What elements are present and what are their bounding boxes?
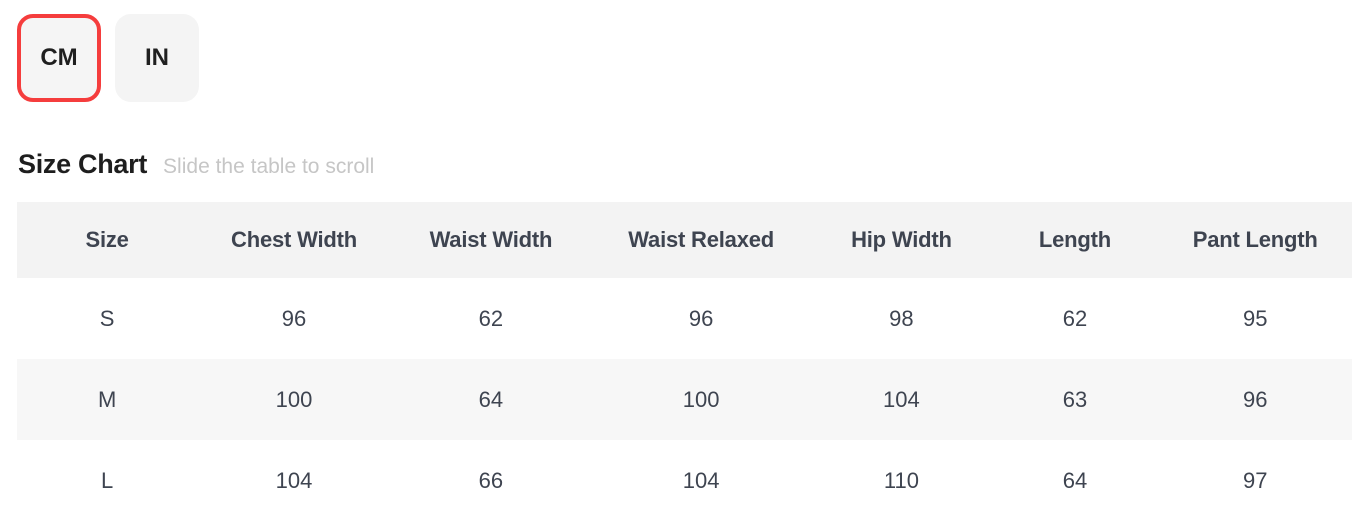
table-row-s: S 96 62 96 98 62 95: [17, 278, 1352, 359]
measurement-cell: 104: [811, 359, 992, 440]
measurement-cell: 98: [811, 278, 992, 359]
measurement-cell: 100: [197, 359, 391, 440]
measurement-cell: 63: [991, 359, 1159, 440]
size-chart-header: Size Chart Slide the table to scroll: [17, 149, 1352, 180]
measurement-cell: 96: [197, 278, 391, 359]
measurement-cell: 110: [811, 440, 992, 521]
table-row-l: L 104 66 104 110 64 97: [17, 440, 1352, 521]
measurement-cell: 95: [1158, 278, 1352, 359]
header-cell-pant-length: Pant Length: [1158, 202, 1352, 278]
size-cell: M: [17, 359, 198, 440]
size-table-scroll-area[interactable]: Size Chest Width Waist Width Waist Relax…: [17, 202, 1352, 521]
size-cell: L: [17, 440, 198, 521]
table-header-row: Size Chest Width Waist Width Waist Relax…: [17, 202, 1352, 278]
measurement-cell: 64: [991, 440, 1159, 521]
measurement-cell: 64: [390, 359, 592, 440]
measurement-cell: 97: [1158, 440, 1352, 521]
measurement-cell: 62: [390, 278, 592, 359]
size-cell: S: [17, 278, 198, 359]
header-cell-waist-relaxed: Waist Relaxed: [591, 202, 812, 278]
header-cell-chest-width: Chest Width: [197, 202, 391, 278]
measurement-cell: 96: [1158, 359, 1352, 440]
size-table: Size Chest Width Waist Width Waist Relax…: [17, 202, 1352, 521]
header-cell-length: Length: [991, 202, 1159, 278]
unit-cm-button[interactable]: CM: [17, 14, 101, 102]
unit-in-button[interactable]: IN: [115, 14, 199, 102]
header-cell-size: Size: [17, 202, 198, 278]
table-row-m: M 100 64 100 104 63 96: [17, 359, 1352, 440]
measurement-cell: 104: [197, 440, 391, 521]
header-cell-hip-width: Hip Width: [811, 202, 992, 278]
measurement-cell: 66: [390, 440, 592, 521]
measurement-cell: 100: [591, 359, 812, 440]
measurement-cell: 62: [991, 278, 1159, 359]
scroll-hint-text: Slide the table to scroll: [163, 155, 375, 178]
size-chart-title: Size Chart: [18, 149, 148, 179]
unit-toggle: CM IN: [17, 14, 1352, 102]
measurement-cell: 96: [591, 278, 812, 359]
header-cell-waist-width: Waist Width: [390, 202, 592, 278]
measurement-cell: 104: [591, 440, 812, 521]
